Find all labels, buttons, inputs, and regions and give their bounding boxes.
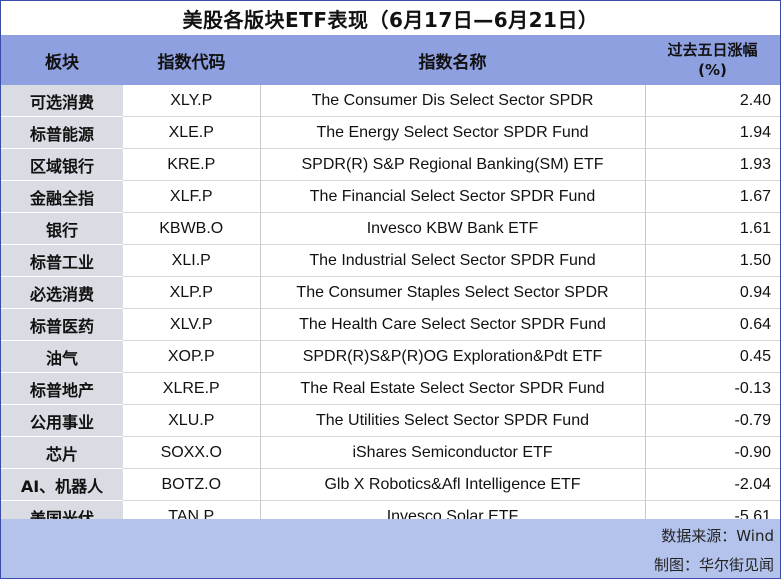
name-cell: The Utilities Select Sector SPDR Fund — [260, 404, 646, 437]
change-cell: 1.67 — [645, 180, 780, 213]
sector-cell: 油气 — [1, 340, 123, 373]
table-row: 区域银行 KRE.P SPDR(R) S&P Regional Banking(SM… — [1, 148, 780, 181]
change-cell: 0.64 — [645, 308, 780, 341]
name-cell: The Health Care Select Sector SPDR Fund — [260, 308, 646, 341]
name-cell: The Financial Select Sector SPDR Fund — [260, 180, 646, 213]
sector-cell: 必选消费 — [1, 276, 123, 309]
name-cell: The Energy Select Sector SPDR Fund — [260, 116, 646, 149]
sector-cell: 区域银行 — [1, 148, 123, 181]
change-cell: 1.93 — [645, 148, 780, 181]
change-cell: -0.90 — [645, 436, 780, 469]
table-row: 标普工业 XLI.P The Industrial Select Sector SP… — [1, 244, 780, 277]
change-cell: 2.40 — [645, 85, 780, 117]
code-cell: XLF.P — [123, 180, 261, 213]
change-cell: 1.61 — [645, 212, 780, 245]
header-row: 板块 指数代码 指数名称 过去五日涨幅 (%) — [1, 35, 780, 85]
header-sector: 板块 — [1, 35, 123, 85]
table-row: 公用事业 XLU.P The Utilities Select Sector SPD… — [1, 404, 780, 437]
code-cell: KRE.P — [123, 148, 261, 181]
sector-cell: 可选消费 — [1, 85, 123, 117]
name-cell: The Consumer Dis Select Sector SPDR — [260, 85, 646, 117]
code-cell: XLP.P — [123, 276, 261, 309]
data-source: 数据来源：Wind — [661, 527, 774, 545]
sector-cell: 标普医药 — [1, 308, 123, 341]
name-cell: The Real Estate Select Sector SPDR Fund — [260, 372, 646, 405]
change-cell: 1.94 — [645, 116, 780, 149]
change-cell: -0.13 — [645, 372, 780, 405]
table-row: 可选消费 XLY.P The Consumer Dis Select Sector … — [1, 85, 780, 117]
change-cell: 1.50 — [645, 244, 780, 277]
name-cell: SPDR(R) S&P Regional Banking(SM) ETF — [260, 148, 646, 181]
code-cell: XOP.P — [123, 340, 261, 373]
table-row: 金融全指 XLF.P The Financial Select Sector SPD… — [1, 180, 780, 213]
sector-cell: 公用事业 — [1, 404, 123, 437]
name-cell: Glb X Robotics&Afl Intelligence ETF — [260, 468, 646, 501]
sector-cell: 金融全指 — [1, 180, 123, 213]
code-cell: SOXX.O — [123, 436, 261, 469]
sector-cell: AI、机器人 — [1, 468, 123, 501]
sector-cell: 标普工业 — [1, 244, 123, 277]
table-body: 可选消费 XLY.P The Consumer Dis Select Sector … — [1, 85, 780, 533]
table-row: AI、机器人 BOTZ.O Glb X Robotics&Afl Intellige… — [1, 468, 780, 501]
name-cell: SPDR(R)S&P(R)OG Exploration&Pdt ETF — [260, 340, 646, 373]
code-cell: XLU.P — [123, 404, 261, 437]
code-cell: KBWB.O — [123, 212, 261, 245]
change-cell: -0.79 — [645, 404, 780, 437]
sector-cell: 银行 — [1, 212, 123, 245]
sector-cell: 芯片 — [1, 436, 123, 469]
table-row: 标普能源 XLE.P The Energy Select Sector SPDR F… — [1, 116, 780, 149]
table-row: 标普医药 XLV.P The Health Care Select Sector S… — [1, 308, 780, 341]
code-cell: XLI.P — [123, 244, 261, 277]
change-cell: 0.45 — [645, 340, 780, 373]
footer: 数据来源：Wind 制图：华尔街见闻 — [1, 519, 780, 578]
code-cell: XLE.P — [123, 116, 261, 149]
etf-performance-table: 板块 指数代码 指数名称 过去五日涨幅 (%) 可选消费 XLY.P The Con… — [1, 35, 780, 533]
header-code: 指数代码 — [123, 35, 260, 85]
sector-cell: 标普能源 — [1, 116, 123, 149]
code-cell: XLV.P — [123, 308, 261, 341]
code-cell: XLRE.P — [123, 372, 261, 405]
name-cell: Invesco KBW Bank ETF — [260, 212, 646, 245]
chart-credit: 制图：华尔街见闻 — [653, 556, 774, 574]
sector-cell: 标普地产 — [1, 372, 123, 405]
header-name: 指数名称 — [260, 35, 645, 85]
header-change-unit: (%) — [698, 61, 727, 79]
table-title: 美股各版块ETF表现（6月17日—6月21日） — [1, 1, 780, 35]
table-row: 油气 XOP.P SPDR(R)S&P(R)OG Exploration&Pdt E… — [1, 340, 780, 373]
code-cell: BOTZ.O — [123, 468, 261, 501]
change-cell: -2.04 — [645, 468, 780, 501]
name-cell: iShares Semiconductor ETF — [260, 436, 646, 469]
code-cell: XLY.P — [123, 85, 261, 117]
table-row: 必选消费 XLP.P The Consumer Staples Select Sec… — [1, 276, 780, 309]
table-row: 芯片 SOXX.O iShares Semiconductor ETF -0.90 — [1, 436, 780, 469]
name-cell: The Consumer Staples Select Sector SPDR — [260, 276, 646, 309]
header-change-label: 过去五日涨幅 — [667, 41, 758, 59]
name-cell: The Industrial Select Sector SPDR Fund — [260, 244, 646, 277]
header-change: 过去五日涨幅 (%) — [645, 35, 780, 85]
table-row: 银行 KBWB.O Invesco KBW Bank ETF 1.61 — [1, 212, 780, 245]
change-cell: 0.94 — [645, 276, 780, 309]
table-row: 标普地产 XLRE.P The Real Estate Select Sector … — [1, 372, 780, 405]
